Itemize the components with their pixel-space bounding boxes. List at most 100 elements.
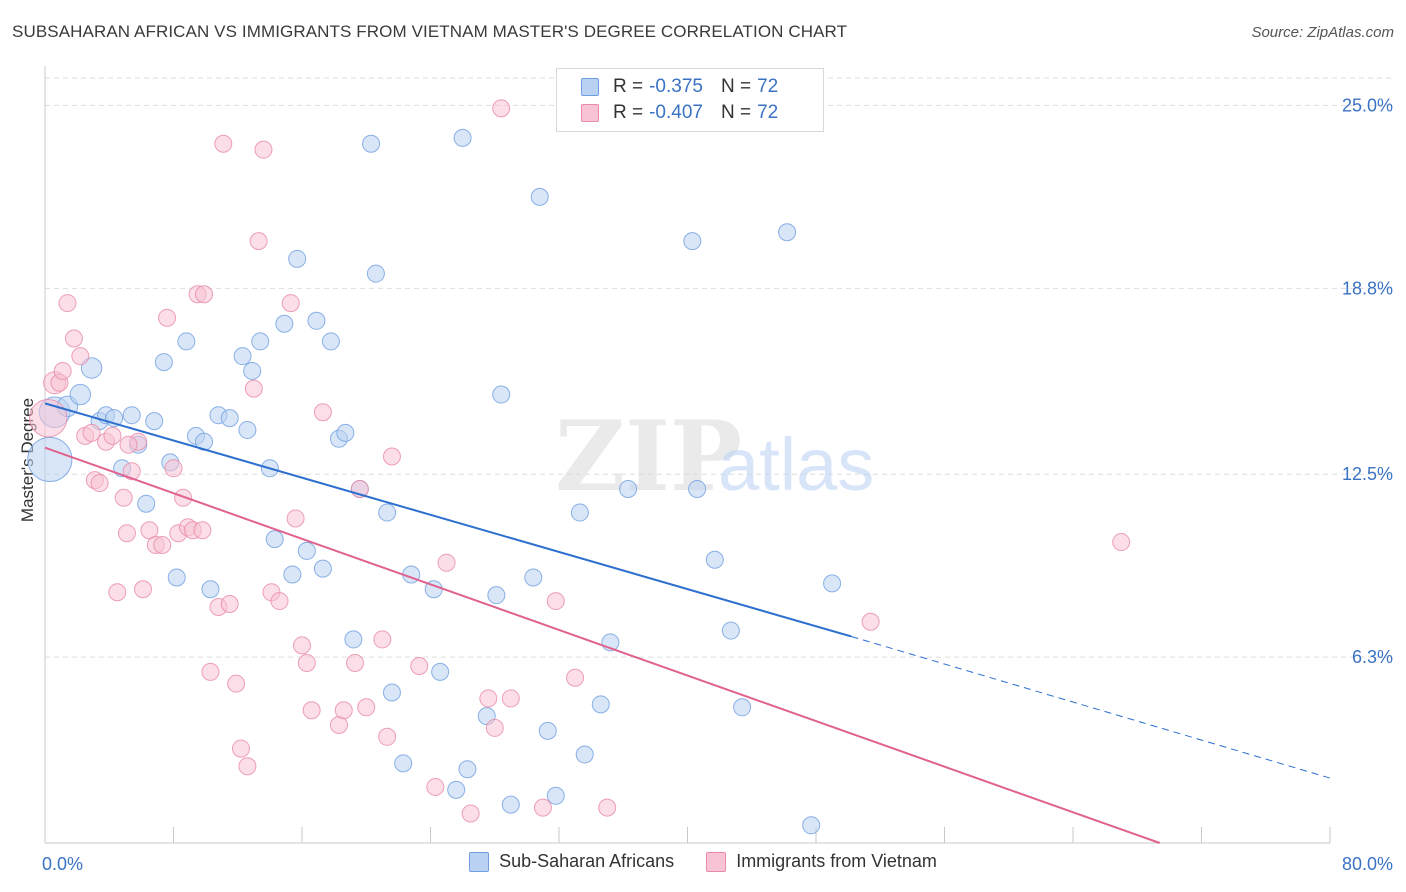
data-point	[394, 754, 413, 773]
data-point	[233, 347, 252, 366]
x-tick-label: 0.0%	[42, 854, 83, 874]
data-point	[90, 474, 109, 493]
legend-item-subsaharan: Sub-Saharan Africans	[469, 851, 674, 872]
data-point	[307, 311, 326, 330]
data-point	[164, 459, 183, 478]
data-point	[238, 420, 257, 439]
data-point	[69, 383, 92, 406]
data-point	[382, 447, 401, 466]
data-point	[293, 636, 311, 655]
data-point	[158, 308, 177, 327]
data-point	[524, 568, 543, 587]
data-point	[598, 798, 617, 817]
data-point	[344, 630, 363, 649]
data-point	[122, 406, 141, 425]
data-point	[58, 294, 77, 313]
r-label: R =	[613, 102, 644, 123]
data-point	[283, 565, 302, 584]
series-vietnam-points	[29, 99, 1131, 823]
data-point	[270, 592, 289, 611]
stats-legend: R = -0.375 N = 72 R = -0.407 N = 72	[556, 68, 824, 132]
data-point	[566, 668, 585, 687]
data-point	[453, 128, 472, 147]
data-point	[683, 232, 702, 251]
data-point	[492, 385, 511, 404]
data-point	[195, 285, 214, 304]
data-point	[321, 332, 340, 351]
data-point	[373, 630, 392, 649]
data-point	[458, 760, 477, 779]
data-point	[437, 553, 456, 572]
data-point	[705, 550, 724, 569]
chart-source: Source: ZipAtlas.com	[1251, 24, 1394, 41]
n-label: N =	[720, 102, 752, 123]
data-point	[281, 294, 300, 313]
data-point	[346, 654, 365, 673]
stats-legend-row-subsaharan: R = -0.375 N = 72	[581, 75, 778, 99]
data-point	[251, 332, 270, 351]
data-point	[238, 757, 257, 776]
data-point	[538, 721, 557, 740]
legend-swatch-subsaharan	[469, 851, 490, 872]
data-point	[114, 488, 133, 507]
data-point	[802, 816, 821, 835]
data-point	[823, 574, 842, 593]
y-tick-label: 18.8%	[1342, 278, 1393, 298]
data-point	[29, 398, 68, 438]
data-point	[153, 536, 172, 555]
data-point	[479, 689, 498, 708]
y-tick-label: 6.3%	[1352, 647, 1393, 667]
data-point	[487, 586, 506, 605]
data-point	[688, 479, 707, 498]
data-point	[122, 462, 141, 481]
data-point	[193, 521, 212, 540]
data-point	[570, 503, 589, 522]
data-point	[167, 568, 186, 587]
data-point	[313, 403, 332, 422]
y-tick-label: 12.5%	[1342, 464, 1393, 484]
data-point	[362, 134, 381, 153]
data-point	[154, 353, 173, 372]
trend-line-subsaharan-extension	[851, 635, 1331, 779]
trend-line-subsaharan	[44, 402, 852, 638]
data-point	[103, 426, 122, 445]
n-label: N =	[720, 76, 752, 97]
n-value: 72	[757, 76, 779, 97]
data-point	[533, 798, 552, 817]
data-point	[426, 777, 445, 796]
data-point	[778, 223, 797, 242]
watermark-atlas: atlas	[718, 423, 874, 506]
data-point	[227, 674, 246, 693]
y-tick-label: 25.0%	[1342, 95, 1393, 115]
data-point	[220, 409, 239, 428]
data-point	[117, 524, 136, 543]
data-point	[201, 580, 220, 599]
data-point	[174, 488, 193, 507]
data-point	[546, 786, 565, 805]
data-point	[336, 423, 355, 442]
data-point	[133, 580, 152, 599]
data-point	[334, 701, 353, 720]
data-point	[575, 745, 594, 764]
data-point	[721, 621, 740, 640]
trend-line-vietnam	[44, 446, 1161, 844]
stats-legend-row-vietnam: R = -0.407 N = 72	[581, 101, 778, 125]
n-value: 72	[757, 102, 779, 123]
data-point	[297, 541, 316, 560]
data-point	[591, 695, 610, 714]
data-point	[530, 187, 549, 206]
data-point	[275, 314, 294, 333]
r-value: -0.407	[649, 102, 703, 123]
data-point	[214, 134, 233, 153]
data-point	[546, 592, 565, 611]
legend-swatch-vietnam	[706, 851, 727, 872]
data-point	[431, 662, 450, 681]
data-point	[145, 412, 164, 431]
data-point	[501, 795, 520, 814]
legend-swatch-subsaharan	[581, 78, 599, 96]
data-point	[64, 329, 83, 348]
chart-title: SUBSAHARAN AFRICAN VS IMMIGRANTS FROM VI…	[12, 22, 848, 41]
data-point	[461, 804, 480, 823]
data-point	[447, 780, 466, 799]
